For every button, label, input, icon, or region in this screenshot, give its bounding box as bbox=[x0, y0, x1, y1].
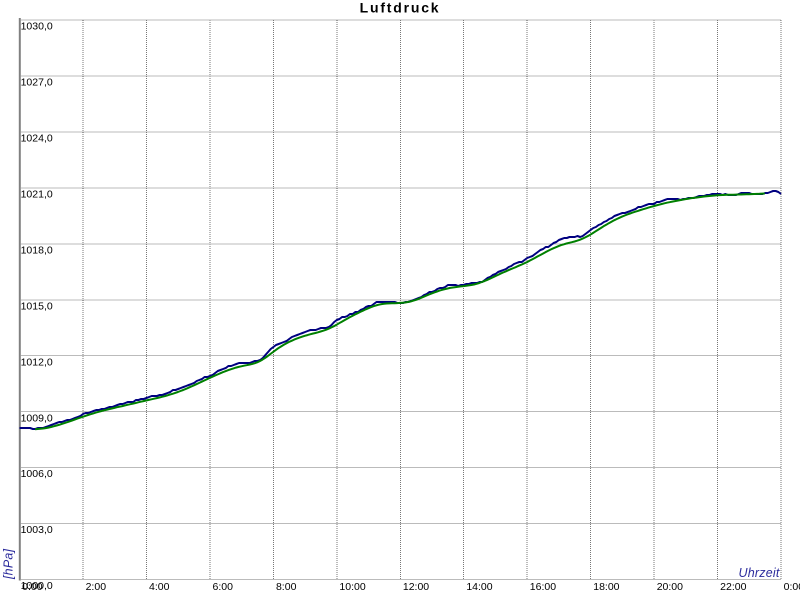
svg-text:4:00: 4:00 bbox=[149, 581, 170, 593]
svg-text:1000,0: 1000,0 bbox=[21, 580, 53, 592]
svg-text:Luftdruck: Luftdruck bbox=[360, 0, 441, 15]
svg-text:18:00: 18:00 bbox=[593, 581, 619, 593]
svg-text:2:00: 2:00 bbox=[86, 581, 107, 593]
svg-text:22:00: 22:00 bbox=[720, 581, 746, 593]
svg-text:0:00: 0:00 bbox=[22, 581, 43, 593]
svg-text:6:00: 6:00 bbox=[213, 581, 234, 593]
svg-text:14:00: 14:00 bbox=[466, 581, 492, 593]
svg-text:8:00: 8:00 bbox=[276, 581, 297, 593]
svg-text:1018,0: 1018,0 bbox=[21, 244, 53, 256]
svg-text:10:00: 10:00 bbox=[339, 581, 365, 593]
svg-text:1006,0: 1006,0 bbox=[21, 468, 53, 480]
svg-text:1012,0: 1012,0 bbox=[21, 356, 53, 368]
svg-text:12:00: 12:00 bbox=[403, 581, 429, 593]
svg-text:[hPa]: [hPa] bbox=[2, 548, 16, 580]
svg-text:1021,0: 1021,0 bbox=[21, 188, 53, 200]
svg-text:1030,0: 1030,0 bbox=[21, 21, 53, 33]
svg-text:1027,0: 1027,0 bbox=[21, 77, 53, 89]
svg-text:1009,0: 1009,0 bbox=[21, 412, 53, 424]
svg-text:20:00: 20:00 bbox=[657, 581, 683, 593]
svg-text:1003,0: 1003,0 bbox=[21, 524, 53, 536]
svg-text:1015,0: 1015,0 bbox=[21, 300, 53, 312]
svg-text:0:00: 0:00 bbox=[784, 581, 800, 593]
svg-text:Uhrzeit: Uhrzeit bbox=[739, 566, 780, 580]
svg-text:16:00: 16:00 bbox=[530, 581, 556, 593]
svg-text:1024,0: 1024,0 bbox=[21, 133, 53, 145]
